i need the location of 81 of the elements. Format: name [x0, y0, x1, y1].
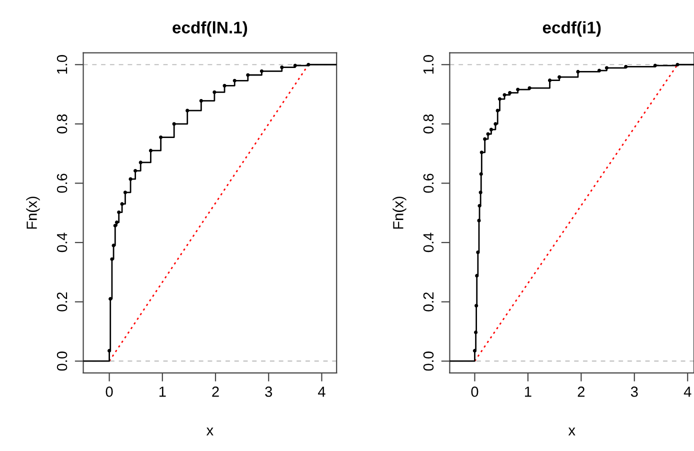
point: [476, 250, 480, 254]
y-tick-label: 0.2: [423, 292, 434, 312]
point: [107, 348, 112, 353]
y-tick-label: 0.6: [56, 174, 68, 193]
point: [138, 160, 142, 164]
point: [123, 190, 128, 194]
chart-title: ecdf(i1): [542, 21, 601, 37]
x-tick-label: 2: [578, 386, 584, 397]
y-tick-label: 0.2: [56, 292, 68, 312]
point: [186, 108, 190, 112]
point: [508, 90, 512, 95]
point: [148, 148, 153, 152]
point: [212, 90, 216, 94]
point: [478, 190, 482, 194]
point: [576, 70, 580, 74]
x-tick-label: 1: [159, 386, 166, 397]
point: [496, 108, 500, 112]
point: [478, 204, 482, 208]
point: [134, 168, 138, 173]
point: [474, 304, 478, 308]
x-tick-label: 0: [471, 386, 478, 397]
point: [199, 98, 203, 103]
point: [489, 128, 494, 132]
x-tick-label: 4: [684, 386, 692, 397]
point: [280, 65, 284, 70]
y-axis-title: Fn(x): [26, 196, 40, 229]
y-tick-label: 0.0: [423, 352, 434, 371]
point: [306, 62, 310, 66]
point: [474, 330, 478, 334]
point: [558, 75, 562, 79]
point: [172, 122, 176, 126]
chart-title: ecdf(lN.1): [172, 21, 248, 37]
point: [108, 297, 112, 301]
point: [222, 84, 226, 88]
x-axis-title: x: [206, 428, 214, 436]
point: [117, 210, 121, 214]
point: [159, 135, 163, 140]
y-tick-label: 0.8: [423, 114, 434, 134]
x-tick-label: 3: [265, 386, 272, 397]
point: [479, 172, 483, 176]
y-tick-label: 0.4: [56, 232, 68, 252]
point: [120, 202, 124, 206]
point: [480, 150, 484, 154]
point: [494, 122, 498, 126]
point: [112, 244, 116, 248]
y-tick-label: 0.0: [56, 352, 68, 371]
point: [502, 93, 506, 97]
point: [483, 137, 487, 141]
y-tick-label: 0.8: [56, 114, 68, 134]
point: [114, 220, 119, 224]
point: [597, 68, 602, 72]
point: [676, 62, 680, 66]
y-tick-label: 0.6: [423, 174, 434, 193]
point: [528, 86, 532, 90]
y-tick-label: 0.4: [423, 232, 434, 252]
x-tick-label: 2: [212, 386, 219, 397]
point: [653, 64, 657, 68]
x-tick-label: 0: [106, 386, 113, 397]
point: [293, 64, 297, 68]
y-tick-label: 1.0: [423, 55, 434, 74]
point: [477, 218, 481, 222]
y-tick-label: 1.0: [56, 55, 68, 74]
point: [548, 78, 552, 82]
point: [486, 132, 490, 136]
point: [113, 224, 117, 228]
point: [498, 97, 502, 101]
x-axis-title: x: [568, 428, 576, 436]
point: [260, 69, 264, 73]
point: [232, 78, 236, 82]
x-tick-label: 1: [525, 386, 532, 397]
point: [475, 274, 479, 278]
y-axis-title: Fn(x): [392, 196, 406, 229]
x-tick-label: 3: [630, 386, 638, 397]
point: [624, 64, 628, 69]
point: [472, 348, 477, 353]
point: [516, 88, 520, 92]
x-tick-label: 4: [318, 386, 326, 397]
point: [604, 66, 609, 70]
point: [110, 257, 114, 261]
point: [246, 73, 250, 77]
point: [128, 177, 132, 181]
